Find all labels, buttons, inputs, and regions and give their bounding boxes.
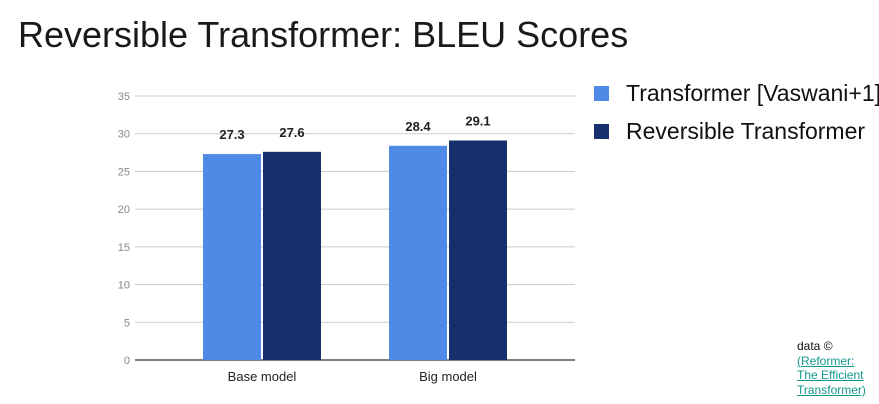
y-tick-label: 25 <box>118 166 130 178</box>
y-tick-label: 15 <box>118 242 130 254</box>
y-tick-label: 0 <box>124 355 130 367</box>
data-label: 28.4 <box>405 119 431 134</box>
legend-label-transformer: Transformer [Vaswani+1] <box>626 79 879 106</box>
data-label: 29.1 <box>465 114 490 129</box>
data-label: 27.6 <box>279 125 304 140</box>
legend-label-reversible: Reversible Transformer <box>626 117 866 144</box>
legend-swatch-transformer <box>594 85 609 101</box>
legend-item-transformer: Transformer [Vaswani+1] <box>594 74 879 112</box>
reformer-paper-link[interactable]: (Reformer: The Efficient Transformer) <box>797 353 866 397</box>
x-tick-label: Base model <box>228 369 297 384</box>
bar <box>449 140 507 360</box>
y-tick-label: 10 <box>118 280 130 292</box>
y-tick-label: 35 <box>118 91 130 103</box>
y-tick-label: 5 <box>124 317 130 329</box>
chart-legend: Transformer [Vaswani+1] Reversible Trans… <box>594 74 879 150</box>
y-tick-label: 30 <box>118 129 130 141</box>
y-tick-label: 20 <box>118 204 130 216</box>
bar <box>263 151 321 360</box>
legend-swatch-reversible <box>594 123 609 139</box>
legend-item-reversible: Reversible Transformer <box>594 112 879 150</box>
bar <box>389 145 447 360</box>
slide-title: Reversible Transformer: BLEU Scores <box>18 14 629 55</box>
data-label: 27.3 <box>219 127 244 142</box>
bar <box>203 154 261 360</box>
x-tick-label: Big model <box>419 369 477 384</box>
credit-prefix: data © <box>797 339 833 353</box>
data-credit: data © (Reformer: The Efficient Transfor… <box>797 339 877 397</box>
